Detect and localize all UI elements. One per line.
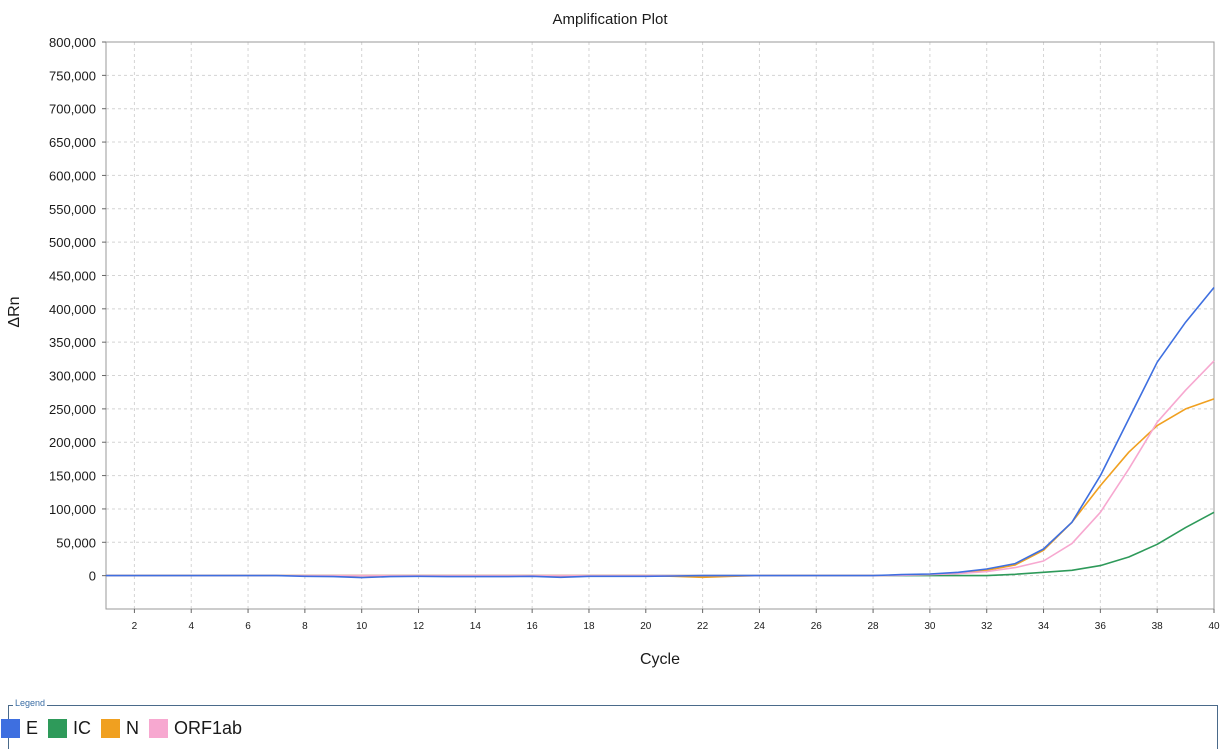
x-tick-label: 26 [811,621,823,632]
legend: Legend E IC N ORF1ab [1,698,1218,749]
x-tick-label: 34 [1038,621,1050,632]
y-tick-label: 300,000 [49,369,96,384]
y-tick-label: 450,000 [49,268,96,283]
legend-swatch-orf1ab [149,719,169,738]
x-tick-label: 36 [1095,621,1107,632]
y-tick-label: 0 [89,569,96,584]
x-tick-label: 12 [413,621,425,632]
x-tick-label: 30 [924,621,936,632]
legend-swatch-n [101,719,121,738]
y-tick-label: 750,000 [49,68,96,83]
y-tick-label: 600,000 [49,168,96,183]
legend-item-e[interactable]: E [1,718,38,739]
y-tick-label: 800,000 [49,35,96,50]
y-tick-label: 550,000 [49,202,96,217]
legend-swatch-ic [48,719,68,738]
x-tick-label: 2 [132,621,138,632]
x-tick-label: 8 [302,621,308,632]
legend-swatch-e [1,719,20,738]
legend-label-n: N [126,718,140,738]
grid [106,41,1215,609]
x-tick-label: 24 [754,621,766,632]
y-tick-label: 250,000 [49,402,96,417]
legend-label-ic: IC [73,718,92,738]
legend-items: E IC N ORF1ab [1,718,252,739]
series-line-e [106,286,1215,579]
y-tick-label: 400,000 [49,302,96,317]
chart-title: Amplification Plot [552,11,668,28]
legend-title: Legend [13,698,48,708]
x-tick-label: 22 [697,621,709,632]
y-tick-label: 650,000 [49,135,96,150]
series-line-n [106,398,1215,579]
legend-label-e: E [26,718,39,738]
x-axis-ticks: 2 4 6 8 10 12 14 16 18 20 22 24 26 28 30 32 34 36 38 40 [132,609,1220,632]
series-lines [106,286,1215,579]
x-tick-label: 10 [356,621,368,632]
y-tick-label: 200,000 [49,435,96,450]
x-axis-label: Cycle [640,651,680,668]
x-tick-label: 20 [640,621,652,632]
legend-item-orf1ab[interactable]: ORF1ab [149,718,242,739]
x-tick-label: 40 [1208,621,1220,632]
legend-item-n[interactable]: N [101,718,139,739]
y-tick-label: 150,000 [49,469,96,484]
y-tick-label: 700,000 [49,102,96,117]
x-tick-label: 14 [470,621,482,632]
y-tick-label: 350,000 [49,335,96,350]
plot-area-frame [105,41,1215,610]
legend-label-orf1ab: ORF1ab [174,718,243,738]
x-tick-label: 38 [1152,621,1164,632]
series-line-orf1ab [106,360,1215,577]
y-tick-label: 100,000 [49,502,96,517]
y-tick-label: 50,000 [56,535,96,550]
y-tick-label: 500,000 [49,235,96,250]
x-tick-label: 18 [583,621,595,632]
x-tick-label: 4 [188,621,194,632]
x-tick-label: 6 [245,621,251,632]
y-axis-ticks: 0 50,000 100,000 150,000 200,000 250,000 300,0… [49,35,106,584]
legend-item-ic[interactable]: IC [48,718,91,739]
x-tick-label: 28 [868,621,880,632]
x-tick-label: 16 [527,621,539,632]
x-tick-label: 32 [981,621,993,632]
y-axis-label: ΔRn [6,296,23,327]
amplification-plot-chart: Amplification Plot 0 50,000 100,000 150,000… [6,11,1220,668]
